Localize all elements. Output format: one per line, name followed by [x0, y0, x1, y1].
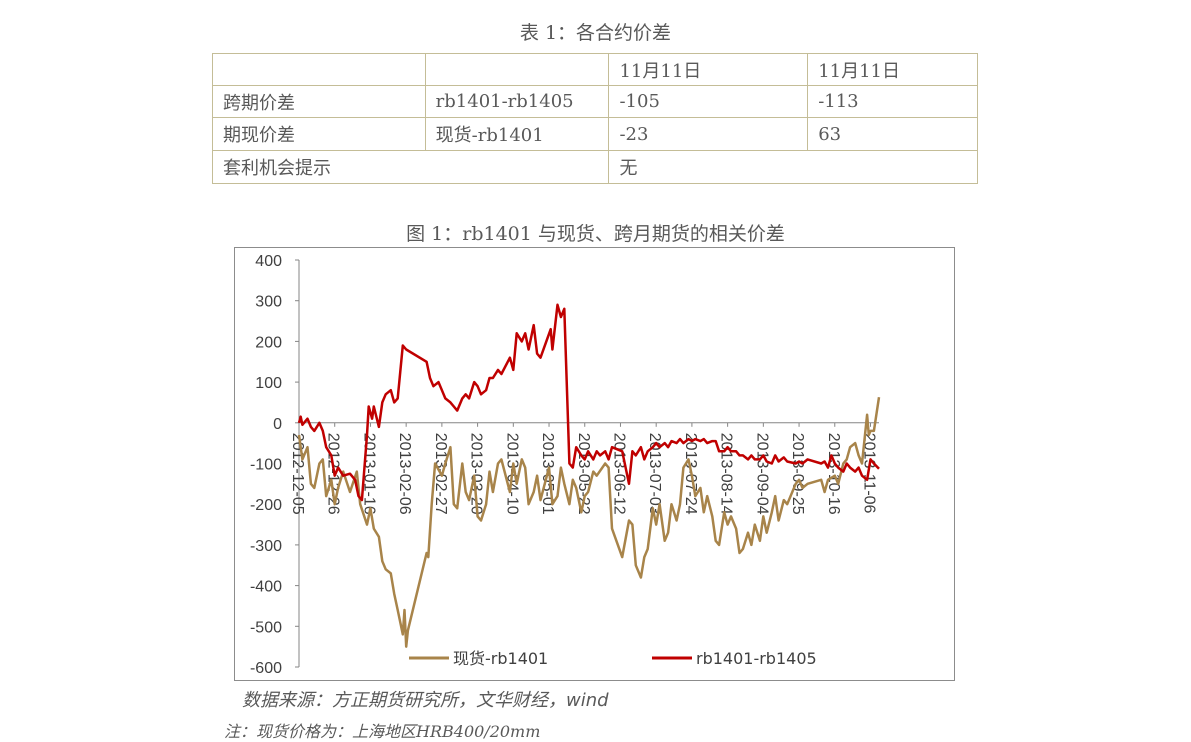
table-row: 跨期价差 rb1401-rb1405 -105 -113: [212, 85, 978, 118]
table-header-cell: 11月11日: [807, 53, 978, 86]
y-tick-label: 100: [255, 375, 282, 392]
spread-table: 11月11日 11月11日 跨期价差 rb1401-rb1405 -105 -1…: [211, 53, 978, 184]
row-value: -113: [807, 85, 978, 118]
legend-spread-label: rb1401-rb1405: [696, 649, 817, 668]
x-tick-label: 2013-03-20: [468, 433, 485, 515]
y-tick-label: -200: [250, 497, 282, 514]
x-tick-label: 2013-02-06: [396, 433, 413, 515]
row-label: 期现价差: [212, 117, 426, 151]
x-tick-label: 2013-07-03: [646, 433, 663, 515]
table-header-row: 11月11日 11月11日: [212, 53, 978, 86]
chart: 400 300 200 100 0 -100 -200 -300 -400 -500 -600 201…: [250, 253, 881, 677]
footnote: 注：现货价格为：上海地区HRB400/20mm: [224, 722, 541, 741]
spread-series-line: [297, 303, 880, 502]
table-footer-row: 套利机会提示 无: [211, 150, 978, 184]
chart-frame: [234, 247, 955, 681]
legend-spot-label: 现货-rb1401: [453, 649, 548, 668]
row-value: 63: [807, 117, 978, 151]
table-header-cell: 11月11日: [608, 53, 809, 86]
y-tick-label: 300: [255, 294, 282, 311]
footer-label: 套利机会提示: [211, 150, 610, 184]
y-tick-label: -500: [250, 619, 282, 636]
y-tick-label: 400: [255, 253, 282, 270]
table-row: 期现价差 现货-rb1401 -23 63: [212, 117, 978, 151]
y-tick-label: -300: [250, 538, 282, 555]
table-header-cell: [424, 53, 610, 86]
y-tick-label: -100: [250, 457, 282, 474]
row-contract: 现货-rb1401: [424, 117, 610, 151]
row-contract: rb1401-rb1405: [424, 85, 610, 118]
y-tick-label: -400: [250, 579, 282, 596]
source-note: 数据来源：方正期货研究所，文华财经，wind: [242, 690, 609, 711]
x-tick-label: 2013-09-25: [789, 433, 806, 515]
y-tick-label: 0: [273, 416, 282, 433]
x-tick-label: 2013-10-16: [825, 433, 842, 515]
footer-value: 无: [608, 150, 978, 184]
chart-caption: 图 1：rb1401 与现货、跨月期货的相关价差: [406, 223, 785, 245]
table-caption: 表 1：各合约价差: [519, 22, 672, 44]
x-tick-label: 2012-12-05: [289, 433, 306, 515]
y-tick-label: -600: [250, 660, 282, 677]
x-tick-label: 2013-09-04: [753, 433, 770, 515]
row-label: 跨期价差: [212, 85, 426, 118]
row-value: -105: [608, 85, 809, 118]
x-tick-label: 2013-08-14: [718, 433, 735, 515]
y-tick-label: 200: [255, 334, 282, 351]
row-value: -23: [608, 117, 809, 151]
x-tick-label: 2013-06-12: [610, 433, 627, 515]
spot-series-line: [297, 397, 881, 648]
table-header-cell: [212, 53, 426, 86]
